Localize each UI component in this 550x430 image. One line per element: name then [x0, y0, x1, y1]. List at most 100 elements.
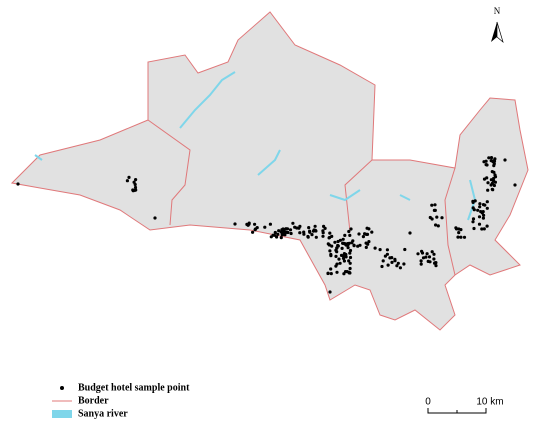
river [179, 71, 236, 129]
hotel-point [127, 175, 131, 179]
hotel-point [489, 156, 494, 160]
hotel-point [485, 224, 489, 228]
hotel-point [272, 233, 277, 237]
hotel-point [481, 216, 485, 220]
hotel-point [433, 261, 437, 265]
hotel-point [341, 256, 346, 260]
hotel-point [268, 222, 272, 226]
hotel-point [395, 264, 399, 268]
hotel-point [366, 242, 370, 246]
hotel-point [393, 259, 397, 263]
hotel-point [16, 182, 20, 186]
hotel-point [383, 254, 387, 258]
hotel-point [427, 255, 432, 259]
legend-river [52, 410, 72, 418]
hotel-point [477, 215, 482, 219]
hotel-point [253, 227, 258, 231]
hotel-point [340, 246, 344, 250]
hotel-point [326, 271, 330, 275]
hotel-point [433, 203, 437, 207]
legend-label: Border [78, 395, 109, 406]
hotel-point [485, 200, 489, 204]
hotel-point [348, 261, 352, 265]
hotel-point [408, 231, 412, 235]
hotel-point [484, 159, 488, 163]
hotel-point [308, 229, 312, 233]
hotel-point [273, 230, 277, 235]
hotel-point [471, 220, 475, 224]
hotel-point [432, 257, 436, 261]
hotel-point [321, 231, 325, 235]
scale-label: 10 km [476, 397, 503, 408]
hotel-point [482, 227, 486, 231]
hotel-point [367, 240, 371, 244]
hotel-point [402, 262, 406, 266]
hotel-point [386, 263, 390, 267]
hotel-point [492, 159, 496, 163]
hotel-point [351, 239, 355, 243]
hotel-point [329, 252, 333, 257]
hotel-point [291, 221, 295, 225]
land-outline [10, 11, 529, 331]
hotel-point [251, 230, 255, 234]
hotel-point [233, 222, 237, 226]
hotel-point [486, 188, 490, 192]
hotel-point [346, 246, 350, 250]
hotel-point [485, 163, 489, 167]
hotel-point [281, 227, 285, 231]
legend: Budget hotel sample point Border Sanya r… [52, 382, 190, 419]
hotel-point [347, 229, 351, 234]
hotel-point [476, 208, 480, 212]
hotel-point [349, 227, 353, 231]
hotel-point [342, 272, 346, 276]
hotel-point [288, 228, 293, 232]
hotel-point [313, 224, 317, 228]
hotel-point [134, 188, 138, 192]
hotel-point [365, 226, 369, 230]
hotel-point [338, 261, 342, 265]
district-border [147, 119, 456, 276]
hotel-point [365, 232, 370, 236]
hotel-point [403, 247, 407, 252]
hotel-point [490, 181, 494, 185]
hotel-point [321, 234, 325, 238]
hotel-point [425, 252, 429, 256]
hotel-point [131, 189, 135, 193]
hotel-point [329, 267, 333, 271]
hotel-point [357, 232, 361, 236]
hotel-point [485, 176, 489, 180]
north-arrow: N [491, 6, 504, 44]
hotel-point [457, 231, 461, 235]
river [329, 189, 361, 202]
hotel-point [390, 260, 394, 264]
hotel-point [329, 272, 333, 276]
hotel-point [337, 257, 341, 261]
hotel-point [341, 254, 345, 258]
hotel-point [342, 241, 347, 246]
hotel-point [327, 236, 331, 240]
hotel-point [398, 266, 402, 270]
hotel-point [486, 181, 490, 185]
hotel-point [440, 216, 444, 220]
hotel-point [338, 238, 342, 242]
hotel-point [334, 248, 338, 252]
arrow-right [496, 21, 504, 44]
hotel-point [302, 230, 306, 234]
hotel-point [462, 235, 467, 239]
hotel-point [352, 244, 356, 248]
hotel-point [283, 231, 287, 235]
hotel-point [424, 255, 428, 259]
hotel-point [361, 235, 365, 239]
scale-line [427, 408, 487, 414]
hotel-point [358, 243, 362, 247]
hotel-point [503, 158, 507, 162]
hotel-point [253, 222, 257, 226]
hotel-point [328, 249, 332, 253]
hotel-point [489, 159, 493, 163]
hotel-point [285, 227, 290, 231]
hotel-point [471, 217, 476, 221]
hotel-point [314, 235, 318, 239]
hotel-point [419, 262, 423, 266]
hotel-point [492, 170, 496, 174]
